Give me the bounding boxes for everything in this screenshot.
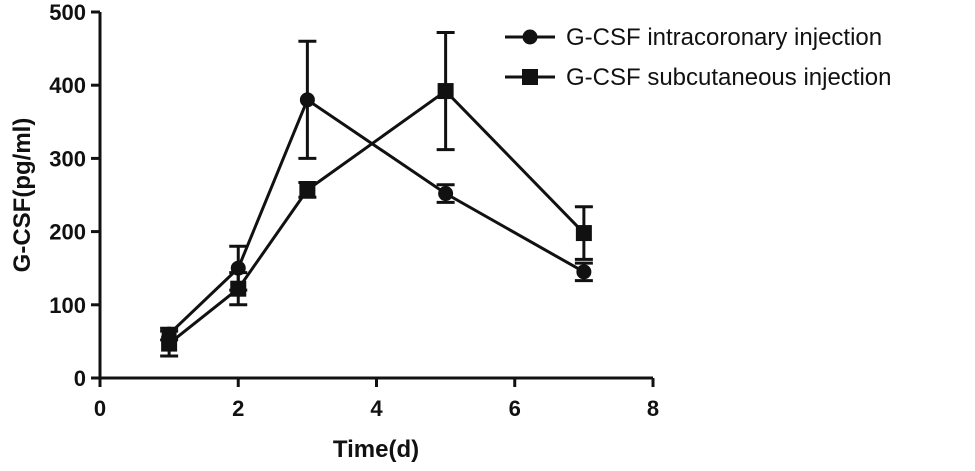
data-point	[299, 92, 315, 108]
y-tick-label: 200	[49, 220, 86, 245]
x-tick-label: 2	[232, 396, 244, 421]
y-tick-label: 400	[49, 73, 86, 98]
y-tick-label: 500	[49, 0, 86, 25]
axes: 0 100 200 300 400 500 0 2 4 6 8	[49, 0, 659, 421]
series-line	[168, 97, 585, 336]
data-point	[230, 280, 247, 297]
y-axis-title: G-CSF(pg/ml)	[9, 118, 36, 273]
data-point	[161, 335, 178, 352]
y-tick-label: 100	[49, 293, 86, 318]
x-tick-label: 0	[94, 396, 106, 421]
legend-marker	[522, 29, 538, 45]
y-tick-label: 300	[49, 146, 86, 171]
x-tick-label: 8	[647, 396, 659, 421]
series-subcutaneous	[160, 30, 593, 358]
data-point	[575, 225, 592, 242]
legend-item: G-CSF subcutaneous injection	[505, 64, 892, 91]
data-point	[576, 264, 592, 280]
legend-label: G-CSF subcutaneous injection	[566, 64, 892, 91]
x-tick-label: 4	[370, 396, 383, 421]
data-point	[437, 83, 454, 100]
legend: G-CSF intracoronary injection G-CSF subcu…	[505, 24, 892, 91]
legend-marker	[522, 69, 538, 85]
data-point	[438, 186, 454, 202]
data-point	[299, 181, 316, 198]
legend-label: G-CSF intracoronary injection	[566, 24, 882, 51]
legend-item: G-CSF intracoronary injection	[505, 24, 882, 51]
series-intracoronary	[160, 39, 593, 342]
x-axis-title: Time(d)	[333, 436, 419, 463]
series-layer	[160, 30, 593, 358]
y-tick-label: 0	[74, 366, 86, 391]
x-tick-label: 6	[509, 396, 521, 421]
